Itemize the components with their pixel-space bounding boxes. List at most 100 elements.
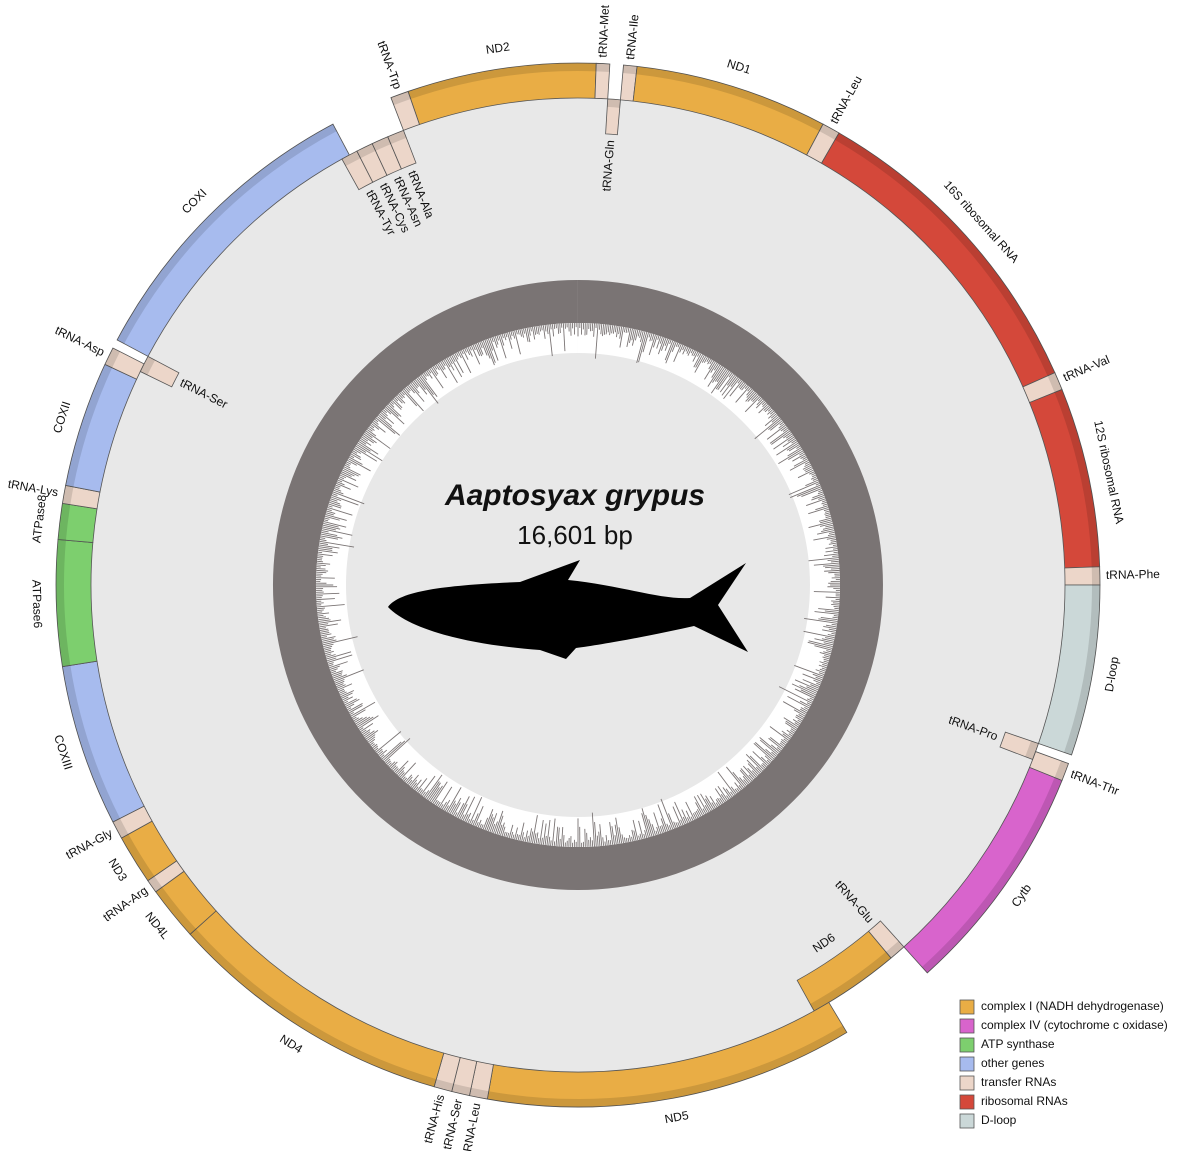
gc-tick [477,819,482,828]
gc-tick [806,702,812,706]
gene-arc [116,123,350,357]
gc-tick [797,469,814,479]
gc-tick [818,672,825,676]
gc-tick [656,826,660,835]
gc-tick [329,661,348,669]
gc-tick [318,549,338,554]
gc-tick [345,698,360,707]
gc-tick [628,835,632,842]
gene-label: tRNA-Asp [53,323,107,359]
gc-tick [330,668,338,672]
gc-tick [319,539,327,542]
gc-tick [788,733,793,737]
gc-tick [445,805,449,812]
gc-tick [707,365,722,387]
gc-tick [767,412,776,419]
gc-tick [508,824,514,838]
gene-shade [57,503,71,541]
gc-tick [679,344,684,353]
gc-tick [598,831,601,847]
gc-tick [715,370,730,390]
gc-tick [641,813,649,838]
gc-tick [367,427,373,432]
gc-tick [316,598,335,601]
gene-shade [356,143,376,159]
gc-tick [417,377,439,404]
gc-tick [528,327,531,336]
gc-tick [804,706,809,711]
gc-tick [584,828,586,847]
gene-shade [112,818,129,839]
gc-tick [708,360,715,370]
gc-tick [559,323,561,334]
gc-tick [493,821,498,834]
gc-tick [323,521,347,528]
gc-tick [712,366,724,383]
gene-shade [55,539,71,667]
gc-tick [349,705,363,714]
gc-tick [466,347,471,356]
gc-tick [669,339,672,345]
gc-tick [682,345,685,351]
gc-tick [339,690,346,694]
gc-tick [735,386,750,403]
gc-tick [802,456,807,460]
gc-tick [342,469,355,477]
gc-tick [379,749,388,757]
gc-tick [780,740,786,746]
gc-tick [348,458,371,472]
gc-tick [713,363,719,371]
gc-tick [316,562,331,565]
gc-tick [797,719,802,723]
gene-shade [1054,389,1100,568]
gc-tick [823,651,831,655]
gc-tick [593,323,595,337]
gc-tick [336,483,351,490]
gc-tick [339,476,345,480]
gc-tick [360,438,372,446]
gene-label: tRNA-Leu [827,73,865,126]
gc-tick [660,818,667,832]
gc-tick [537,326,540,335]
gc-tick [611,826,615,845]
gene-label: ATPase6 [29,579,45,628]
gc-tick [459,350,472,374]
gc-tick [722,787,731,799]
gc-tick [423,372,427,377]
gc-tick [337,683,353,691]
gc-tick [317,609,324,612]
gc-tick [320,630,329,633]
gc-tick [526,835,529,843]
gc-tick [363,433,377,444]
gc-tick [799,700,811,707]
gc-tick [515,834,519,840]
gc-tick [349,456,363,465]
gc-tick [501,334,504,339]
gc-tick [329,665,340,670]
gc-tick [519,329,523,337]
gene-shade [469,1087,489,1100]
gc-tick [446,357,455,371]
gc-tick [542,823,547,845]
gc-tick [828,531,835,534]
gc-tick [435,364,440,371]
gc-tick [382,409,388,414]
gc-tick [609,840,612,845]
gc-tick [666,823,670,831]
legend: complex I (NADH dehydrogenase) complex IV… [959,999,1168,1129]
gc-tick [350,453,362,461]
gc-tick [410,779,418,788]
gc-tick [614,325,617,333]
gc-tick [472,813,479,826]
gc-tick [432,366,439,375]
gc-tick [317,612,330,615]
gc-tick [831,600,840,602]
gc-tick [316,569,329,572]
gc-tick [771,751,777,757]
gc-tick [806,686,818,692]
gc-tick [337,481,345,486]
gene-label: tRNA-Trp [374,39,404,91]
gc-tick [738,785,743,790]
gc-tick [782,701,807,715]
